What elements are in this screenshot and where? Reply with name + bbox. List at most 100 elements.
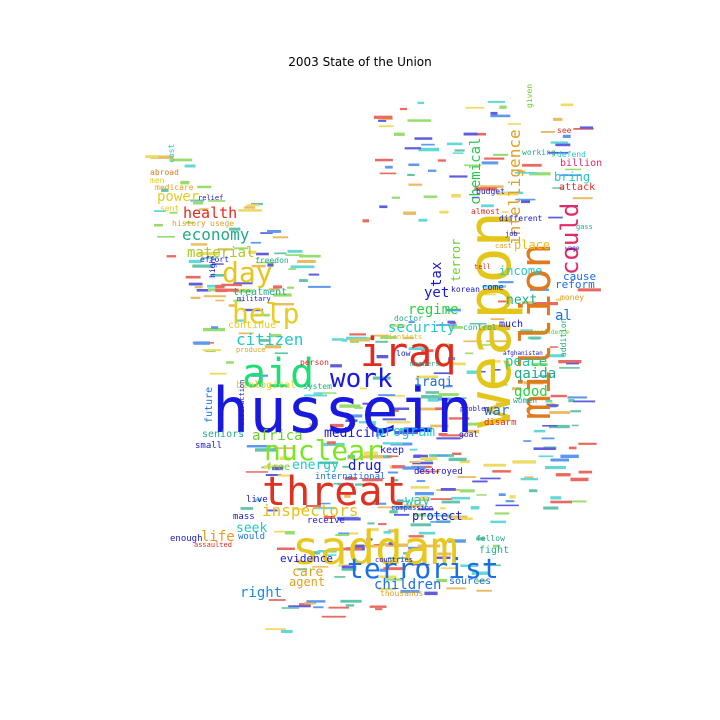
filler-word-mark (341, 565, 357, 569)
cloud-word-saddam: saddam (292, 521, 458, 575)
filler-word-mark (378, 523, 387, 526)
filler-word-mark (233, 282, 253, 285)
filler-word-mark (430, 424, 449, 428)
filler-word-mark (490, 114, 511, 118)
filler-word-mark (424, 591, 438, 596)
filler-word-mark (342, 465, 350, 468)
filler-word-mark (317, 550, 337, 553)
filler-word-mark (512, 387, 522, 391)
filler-word-mark (267, 230, 282, 233)
filler-word-mark (420, 457, 438, 461)
filler-word-mark (190, 199, 205, 202)
filler-word-mark (414, 137, 433, 140)
filler-word-mark (215, 299, 225, 302)
cloud-word-program: program (376, 424, 435, 440)
filler-word-mark (228, 304, 235, 307)
cloud-word-day: day (222, 256, 273, 289)
filler-word-mark (549, 346, 559, 348)
filler-word-mark (495, 504, 519, 507)
cloud-word-hussein: hussein (212, 374, 473, 447)
cloud-word-relief: relief (198, 194, 223, 202)
cloud-word-live: live (246, 495, 268, 505)
filler-word-mark (403, 336, 414, 340)
filler-word-mark (226, 361, 234, 364)
filler-word-mark (244, 308, 264, 312)
cloud-word-next: next (506, 293, 537, 308)
filler-word-mark (166, 255, 177, 258)
filler-word-mark (312, 506, 336, 510)
filler-word-mark (347, 454, 355, 458)
cloud-word-war: war (484, 403, 509, 419)
cloud-word-drug: drug (348, 458, 382, 474)
filler-word-mark (340, 599, 362, 603)
filler-word-mark (493, 153, 509, 156)
cloud-word-chemical: chemical (468, 138, 484, 205)
cloud-word-life: life (201, 529, 235, 545)
filler-word-mark (350, 340, 359, 343)
cloud-word-place: place (514, 238, 550, 252)
cloud-word-terrorist: terrorist (347, 552, 499, 585)
filler-word-mark (517, 170, 526, 173)
filler-word-mark (288, 605, 311, 608)
filler-word-mark (546, 402, 555, 405)
filler-word-mark (501, 211, 509, 213)
filler-word-mark (229, 227, 241, 231)
filler-word-mark (430, 498, 453, 500)
cloud-word-continue: continue (228, 320, 276, 331)
cloud-word-assaulted: assaulted (194, 541, 232, 549)
filler-word-mark (550, 458, 569, 462)
filler-word-mark (448, 417, 470, 420)
filler-word-mark (459, 459, 470, 464)
filler-word-mark (538, 374, 551, 377)
filler-word-mark (523, 440, 532, 442)
filler-word-mark (412, 461, 434, 465)
filler-word-mark (490, 318, 505, 321)
filler-word-mark (553, 117, 563, 121)
cloud-word-gass: gass (576, 223, 593, 231)
filler-word-mark (259, 339, 270, 342)
filler-word-mark (463, 132, 478, 136)
filler-word-mark (185, 221, 194, 224)
filler-word-mark (394, 431, 419, 434)
filler-word-mark (235, 319, 244, 322)
filler-word-mark (471, 571, 490, 575)
filler-word-mark (404, 147, 421, 150)
filler-word-mark (423, 195, 438, 198)
filler-word-mark (408, 535, 424, 538)
filler-word-mark (346, 336, 368, 340)
filler-word-mark (408, 183, 423, 186)
filler-word-mark (364, 544, 378, 548)
filler-word-mark (287, 249, 303, 253)
filler-word-mark (500, 309, 507, 313)
cloud-word-mass: mass (233, 512, 255, 522)
filler-word-mark (495, 402, 505, 405)
filler-word-mark (560, 454, 579, 458)
filler-word-mark (387, 471, 399, 474)
filler-word-mark (440, 343, 450, 346)
filler-word-mark (157, 235, 175, 238)
filler-word-mark (377, 506, 393, 509)
cloud-word-given: given (525, 84, 534, 108)
filler-word-mark (460, 564, 478, 567)
filler-word-mark (244, 206, 256, 209)
cloud-word-children: children (374, 577, 441, 593)
filler-word-mark (265, 628, 286, 630)
filler-word-mark (417, 544, 441, 548)
cloud-word-abroad: abroad (150, 168, 179, 177)
cloud-word-reform: reform (555, 278, 595, 291)
filler-word-mark (421, 143, 435, 146)
filler-word-mark (534, 302, 558, 306)
cloud-word-iraq: iraq (360, 330, 456, 376)
filler-word-mark (349, 333, 366, 336)
filler-word-mark (308, 273, 320, 276)
filler-word-mark (196, 289, 211, 292)
filler-word-mark (555, 298, 562, 301)
filler-word-mark (390, 408, 399, 412)
filler-word-mark (359, 455, 383, 459)
filler-word-mark (202, 257, 216, 259)
filler-word-mark (274, 530, 285, 533)
filler-word-mark (409, 461, 421, 463)
filler-word-mark (373, 115, 393, 119)
filler-word-mark (441, 500, 460, 504)
filler-word-mark (541, 437, 555, 440)
